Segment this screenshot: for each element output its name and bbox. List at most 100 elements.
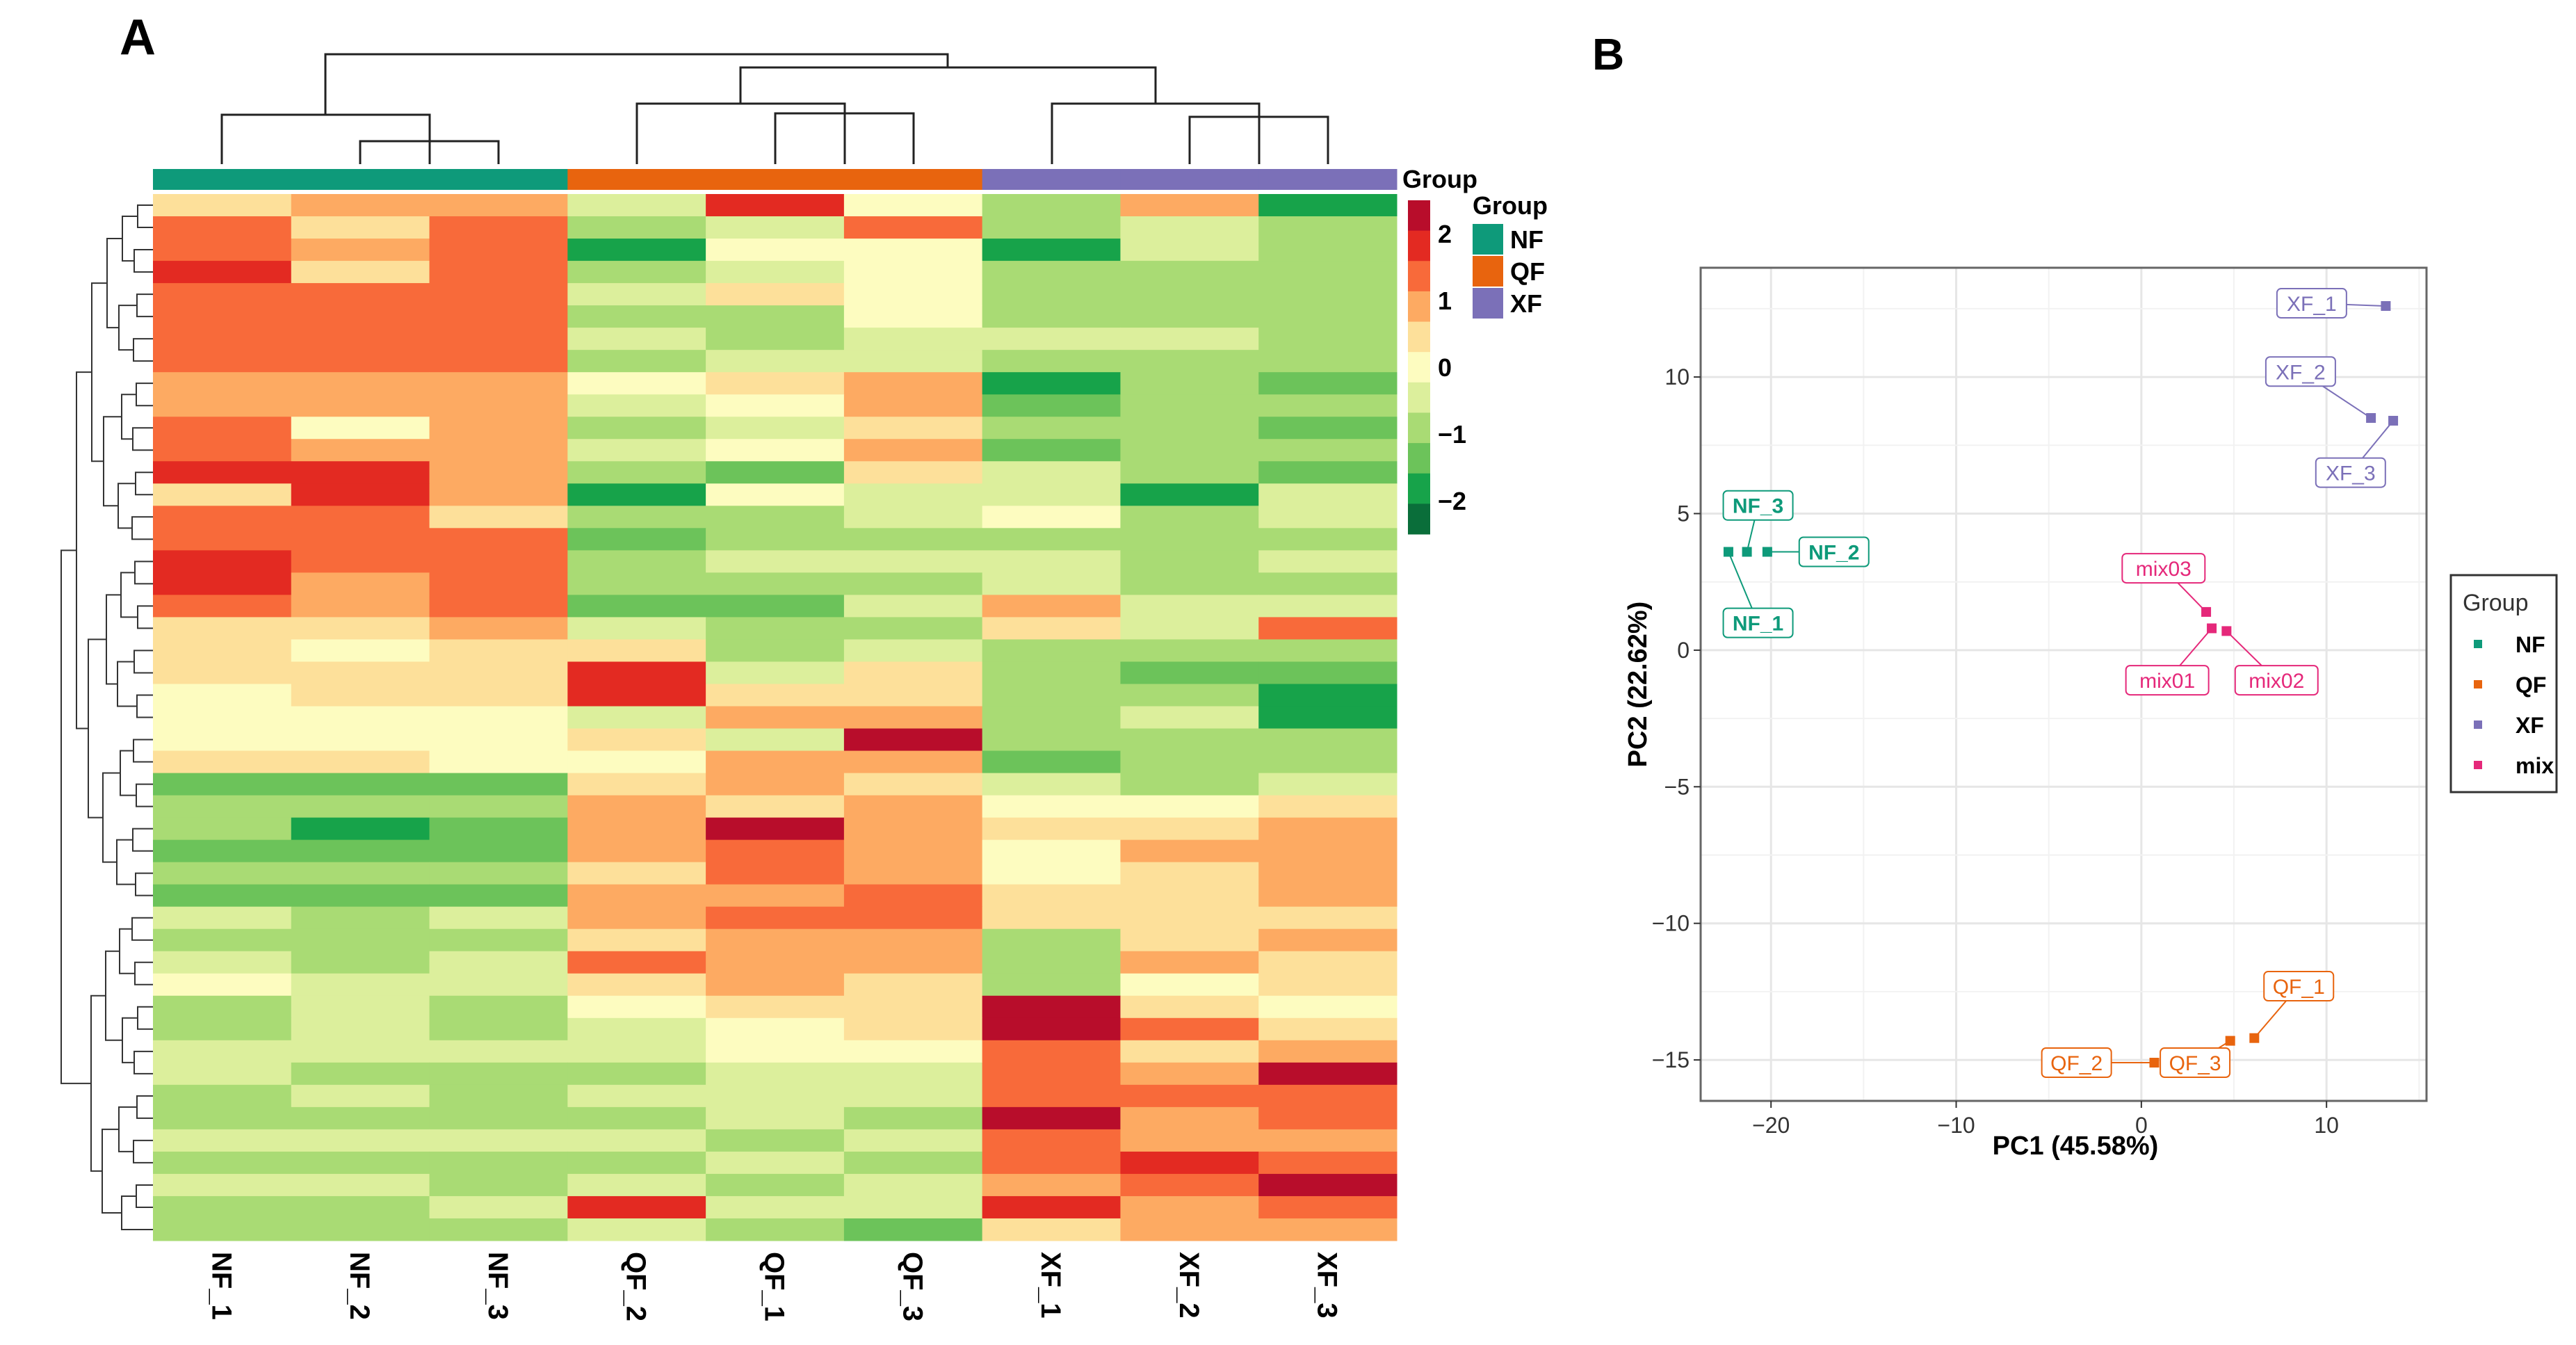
heatmap-cell (153, 283, 292, 306)
heatmap-cell (982, 483, 1121, 506)
heatmap-cell (982, 639, 1121, 662)
heatmap-cell (1258, 906, 1398, 930)
heatmap-cell (982, 394, 1121, 417)
point-label-box (2121, 553, 2206, 584)
heatmap-cell (567, 439, 706, 462)
heatmap-cell (843, 1106, 983, 1130)
heatmap-cell (153, 394, 292, 417)
heatmap-cell (567, 706, 706, 730)
heatmap-cell (843, 1129, 983, 1152)
data-point (2381, 300, 2391, 311)
heatmap-cell (429, 350, 568, 373)
heatmap-cell (1258, 928, 1398, 952)
heatmap-cell (982, 928, 1121, 952)
color-scale-tick: 1 (1438, 287, 1452, 315)
heatmap-cell (429, 1195, 568, 1219)
heatmap-cell (567, 595, 706, 618)
heatmap-cell (706, 617, 845, 640)
heatmap-cell (567, 572, 706, 595)
heatmap-cell (843, 906, 983, 930)
heatmap-cell (291, 394, 430, 417)
heatmap-cell (1258, 817, 1398, 841)
heatmap-cell (429, 639, 568, 662)
heatmap-cell (1120, 906, 1259, 930)
group-legend-swatch (1473, 224, 1503, 255)
heatmap-cell (1258, 372, 1398, 395)
heatmap-cell (1258, 506, 1398, 529)
heatmap-cell (567, 417, 706, 440)
color-scale-swatch (1408, 352, 1430, 383)
heatmap-cell (153, 1173, 292, 1197)
heatmap-cell (982, 884, 1121, 908)
heatmap-cell (1258, 328, 1398, 351)
heatmap-cell (291, 261, 430, 284)
heatmap-cell (429, 239, 568, 261)
heatmap-cell (291, 795, 430, 819)
color-scale-tick: 0 (1438, 353, 1452, 382)
heatmap-cell (982, 995, 1121, 1019)
heatmap-cell (706, 862, 845, 885)
heatmap-cell (843, 1218, 983, 1241)
dendrogram-branch (118, 305, 137, 351)
heatmap-cell (291, 506, 430, 529)
color-scale-swatch (1408, 200, 1430, 232)
heatmap-cell (843, 1151, 983, 1175)
heatmap-cell (706, 595, 845, 618)
heatmap-cell (843, 817, 983, 841)
heatmap-cell (429, 1106, 568, 1130)
heatmap-cell (153, 817, 292, 841)
heatmap-cell (291, 706, 430, 730)
heatmap-cell (291, 305, 430, 328)
heatmap-cell (567, 1173, 706, 1197)
heatmap-cell (1258, 1173, 1398, 1197)
heatmap-cell (153, 639, 292, 662)
heatmap-cell (1258, 1040, 1398, 1063)
heatmap-cell (1258, 1218, 1398, 1241)
group-bar-segment (567, 169, 706, 190)
heatmap-cell (1120, 1017, 1259, 1041)
heatmap-cell (982, 1017, 1121, 1041)
group-legend-label: XF (1510, 289, 1542, 318)
heatmap-cell (982, 795, 1121, 819)
color-scale-swatch (1408, 230, 1430, 261)
heatmap-cell (567, 617, 706, 640)
dendrogram-branch (102, 772, 120, 863)
heatmap-cell (429, 906, 568, 930)
heatmap-cell (706, 483, 845, 506)
heatmap-cell (567, 995, 706, 1019)
heatmap-cell (843, 1084, 983, 1108)
color-scale-swatch (1408, 321, 1430, 353)
dendrogram-branch (136, 1184, 153, 1208)
heatmap-cell (429, 839, 568, 863)
heatmap-cell (429, 684, 568, 707)
heatmap-cell (982, 572, 1121, 595)
heatmap-cell (291, 1106, 430, 1130)
point-label: XF_3 (2326, 462, 2376, 485)
heatmap-cell (843, 528, 983, 551)
heatmap-cell (843, 328, 983, 351)
heatmap-cell (291, 1017, 430, 1041)
group-bar-segment (153, 169, 292, 190)
heatmap-cell (567, 1151, 706, 1175)
heatmap-cell (291, 372, 430, 395)
group-legend-label: NF (1510, 225, 1544, 254)
point-label-box (2265, 356, 2336, 387)
dendrogram-branch (91, 282, 107, 462)
heatmap-cell (567, 951, 706, 974)
x-axis-title: PC1 (45.58%) (1993, 1131, 2159, 1161)
heatmap-cell (982, 773, 1121, 796)
heatmap-cell (153, 706, 292, 730)
y-tick-label: −10 (1652, 911, 1690, 936)
heatmap-cell (153, 550, 292, 573)
heatmap-cell (982, 1062, 1121, 1086)
heatmap-cell (706, 1151, 845, 1175)
x-tick-label: 0 (2135, 1113, 2148, 1138)
dendrogram-branch (118, 1106, 137, 1152)
heatmap-cell (567, 1062, 706, 1086)
heatmap-cell (843, 684, 983, 707)
heatmap-cell (153, 1218, 292, 1241)
heatmap-cell (567, 906, 706, 930)
heatmap-cell (843, 995, 983, 1019)
heatmap-cells (153, 194, 1398, 1241)
heatmap-cell (153, 1151, 292, 1175)
